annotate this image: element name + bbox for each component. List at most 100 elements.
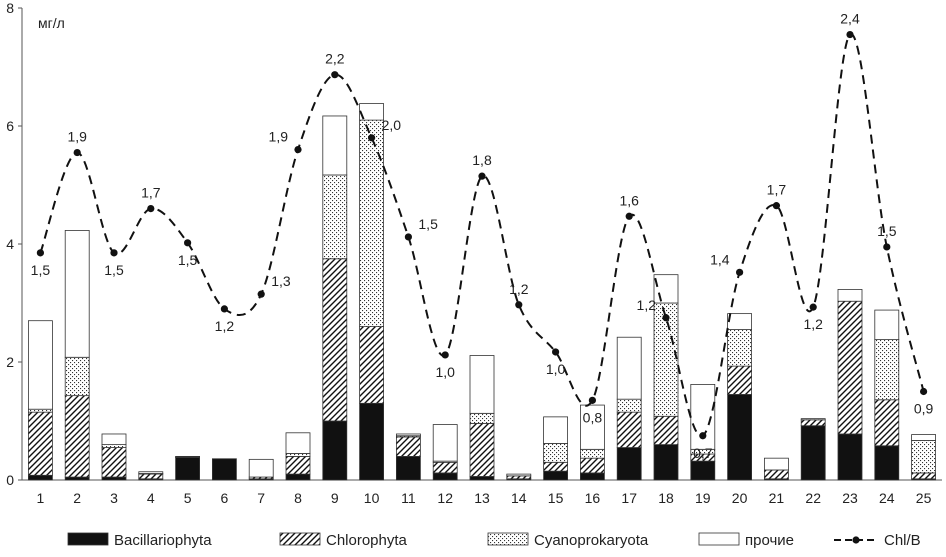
y-tick-label: 2 [6,354,14,370]
data-labels: 1,5 1,9 1,5 1,7 1,5 1,2 1,3 1,9 2,2 2,0 1,5 1,0 1,8 1… [31,11,934,461]
bar-segment-hatch [616,411,642,448]
chl-b-data-label: 1,2 [509,281,529,297]
x-tick-label: 2 [73,490,81,506]
bar-segment-hatch [64,395,90,478]
bar-segment-empty [101,433,127,446]
bar-segment-empty [395,433,421,437]
legend-label: Cyanoprokaryota [534,532,649,549]
chl-b-point [588,396,597,404]
bar-segment-dots [175,455,201,458]
chl-b-point [772,202,781,210]
chl-b-point [625,212,633,220]
bar-segment-empty [432,424,458,462]
x-tick-label: 4 [147,490,155,506]
x-tick-label: 5 [184,490,192,506]
chl-b-data-label: 2,0 [382,117,402,133]
bar-segment-solid [690,460,716,481]
bar-segment-empty [727,313,752,330]
chl-b-data-label: 1,7 [767,182,787,198]
bar-segment-dots [285,453,311,457]
x-tick-label: 19 [695,490,711,506]
bar-segment-dots [800,418,826,421]
legend: Bacillariophyta Chlorophyta Cyanoprokaryot… [67,532,921,549]
x-tick-label: 17 [621,490,637,506]
bar-segment-dots [727,329,752,367]
bar-segment-hatch [101,447,127,478]
legend-label: Bacillariophyta [114,532,212,549]
legend-label: прочие [745,532,794,549]
x-tick-label: 23 [842,490,858,506]
chl-b-point [404,233,412,241]
bar-segment-dots [322,174,348,260]
bar-segment-hatch [285,455,311,475]
bar-segment-solid [395,455,421,481]
bar-segment-hatch [800,419,826,427]
chl-b-data-label: 1,2 [215,318,235,334]
chl-b-data-label: 1,9 [67,129,87,145]
x-tick-label: 11 [401,490,416,506]
bar-segment-empty [543,416,568,444]
x-tick-label: 12 [437,490,453,506]
bar-segment-hatch [764,469,789,480]
chl-b-point [220,305,228,313]
bar-segment-hatch [543,461,568,472]
bar-segment-empty [580,404,605,450]
legend-label: Chlorophyta [326,532,408,549]
x-tick-label: 15 [548,490,564,506]
bar-segment-empty [506,473,532,477]
legend-item: Chl/B [834,532,921,549]
bar-segment-hatch [322,258,348,422]
chl-b-data-label: 0,7 [693,445,713,461]
chl-b-data-label: 1,7 [141,185,161,201]
bar-segment-solid [469,476,495,481]
chl-b-point [257,290,265,298]
bar-segment-empty [64,230,90,358]
chl-b-data-label: 1,5 [104,262,124,278]
chl-b-point [699,432,707,440]
chl-b-data-label: 1,9 [269,129,289,145]
bar-segment-empty [874,309,900,340]
bar-segment-solid [653,444,679,481]
bar-segment-solid [27,474,53,481]
legend-line-marker [852,536,860,544]
bar-segment-empty [653,274,679,304]
bar-segment-dots [359,119,385,327]
chl-b-data-label: 2,2 [325,51,345,67]
bar-segment-empty [911,434,936,441]
chl-b-point [184,239,192,247]
bar-segment-dots [101,444,127,448]
bar-segment-dots [64,356,90,397]
chl-b-data-label: 1,8 [472,152,492,168]
bar-segment-solid [616,447,642,481]
legend-label: Chl/B [884,532,921,549]
legend-item: Cyanoprokaryota [487,532,649,549]
bar-segment-hatch [874,399,900,447]
chl-b-point [478,172,486,180]
bar-segment-solid [175,457,201,481]
bar-segment-hatch [506,475,532,480]
bar-segment-solid [211,458,237,481]
bar-segment-dots [911,440,936,474]
bar-segment-dots [653,302,679,417]
legend-item: Bacillariophyta [67,532,212,549]
bar-segment-empty [616,336,642,400]
chl-b-data-label: 1,2 [637,297,657,313]
chl-b-data-label: 1,4 [710,251,730,267]
x-tick-label: 1 [37,490,45,506]
bar-segment-dots [543,443,568,463]
bar-segment-dots [469,412,495,424]
bar-segment-hatch [727,365,752,395]
chl-b-data-label: 1,5 [178,252,198,268]
bar-segment-hatch [138,473,164,480]
y-tick-label: 8 [6,0,14,16]
chl-b-point [441,351,449,359]
chl-b-point [294,146,302,154]
chl-b-data-label: 0,9 [914,401,934,417]
chl-b-point [110,249,118,257]
x-tick-label: 22 [805,490,821,506]
legend-swatch [67,532,109,546]
x-tick-label: 3 [110,490,118,506]
x-tick-label: 9 [331,490,339,506]
bar-segment-hatch [837,300,863,435]
